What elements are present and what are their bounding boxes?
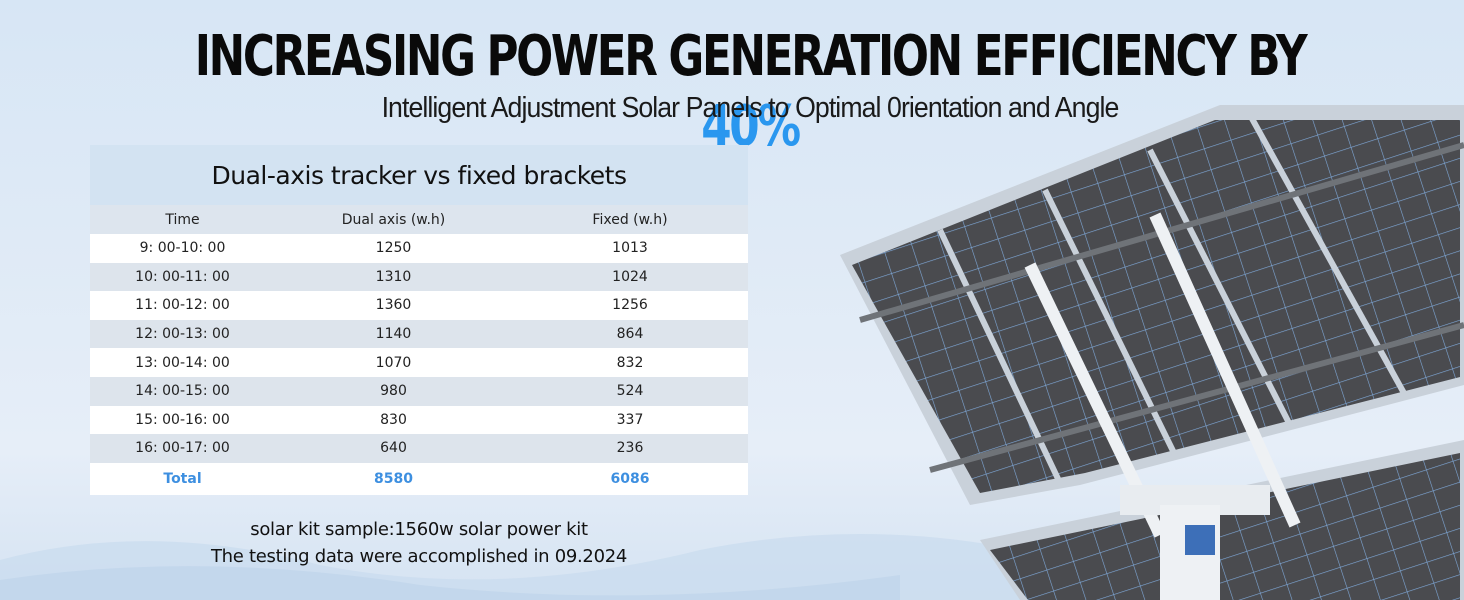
cell-time: 11: 00-12: 00 [135, 297, 230, 314]
cell-fixed: 1024 [612, 268, 648, 285]
headline-text: INCREASING POWER GENERATION EFFICIENCY B… [194, 24, 1308, 89]
table-row: 11: 00-12: 00 1360 1256 [90, 291, 748, 320]
cell-dual-axis: 1070 [375, 354, 412, 371]
table-row: 16: 00-17: 00 640 236 [90, 434, 748, 463]
cell-fixed: 832 [616, 354, 644, 371]
total-label: Total [163, 470, 202, 487]
cell-dual-axis: 980 [380, 383, 407, 400]
cell-fixed: 864 [616, 326, 644, 343]
footnote-date: The testing data were accomplished in 09… [210, 546, 628, 567]
cell-fixed: 1013 [612, 240, 648, 257]
cell-fixed: 524 [616, 383, 644, 400]
comparison-table: Dual-axis tracker vs fixed brackets Time… [90, 145, 748, 495]
column-header-time: Time [165, 211, 200, 228]
solar-tracker-image [840, 105, 1464, 600]
table-header: Time Dual axis (w.h) Fixed (w.h) [90, 205, 748, 234]
column-header-dual-axis: Dual axis (w.h) [341, 211, 446, 228]
cell-dual-axis: 1140 [375, 326, 412, 343]
table-row: 12: 00-13: 00 1140 864 [90, 319, 748, 349]
column-header-fixed: Fixed (w.h) [592, 211, 668, 228]
cell-dual-axis: 1310 [375, 268, 412, 285]
table-row: 10: 00-11: 00 1310 1024 [90, 262, 748, 292]
table-row: 14: 00-15: 00 980 524 [90, 376, 748, 406]
footnote-sample: solar kit sample:1560w solar power kit [250, 519, 588, 540]
table-row: 13: 00-14: 00 1070 832 [90, 348, 748, 377]
cell-time: 12: 00-13: 00 [135, 326, 230, 343]
table-row: 15: 00-16: 00 830 337 [90, 406, 748, 435]
cell-time: 9: 00-10: 00 [139, 240, 226, 257]
footnote: solar kit sample:1560w solar power kit T… [90, 516, 748, 570]
cell-dual-axis: 830 [380, 411, 407, 428]
total-dual-axis: 8580 [374, 470, 413, 487]
cell-time: 13: 00-14: 00 [135, 354, 230, 371]
cell-fixed: 236 [616, 440, 644, 457]
cell-fixed: 337 [616, 411, 644, 428]
table-total-row: Total 8580 6086 [90, 463, 748, 495]
cell-time: 16: 00-17: 00 [135, 440, 230, 457]
subheadline: Intelligent Adjustment Solar Panels to O… [381, 92, 1120, 124]
table-row: 9: 00-10: 00 1250 1013 [90, 234, 748, 263]
cell-dual-axis: 640 [380, 440, 407, 457]
cell-dual-axis: 1250 [375, 240, 412, 257]
total-fixed: 6086 [610, 470, 650, 487]
cell-time: 10: 00-11: 00 [135, 268, 230, 285]
table-title: Dual-axis tracker vs fixed brackets [90, 145, 748, 205]
headline: INCREASING POWER GENERATION EFFICIENCY B… [165, 22, 1335, 162]
cell-time: 14: 00-15: 00 [135, 383, 230, 400]
cell-time: 15: 00-16: 00 [135, 411, 230, 428]
cell-dual-axis: 1360 [375, 297, 412, 314]
cell-fixed: 1256 [612, 297, 648, 314]
